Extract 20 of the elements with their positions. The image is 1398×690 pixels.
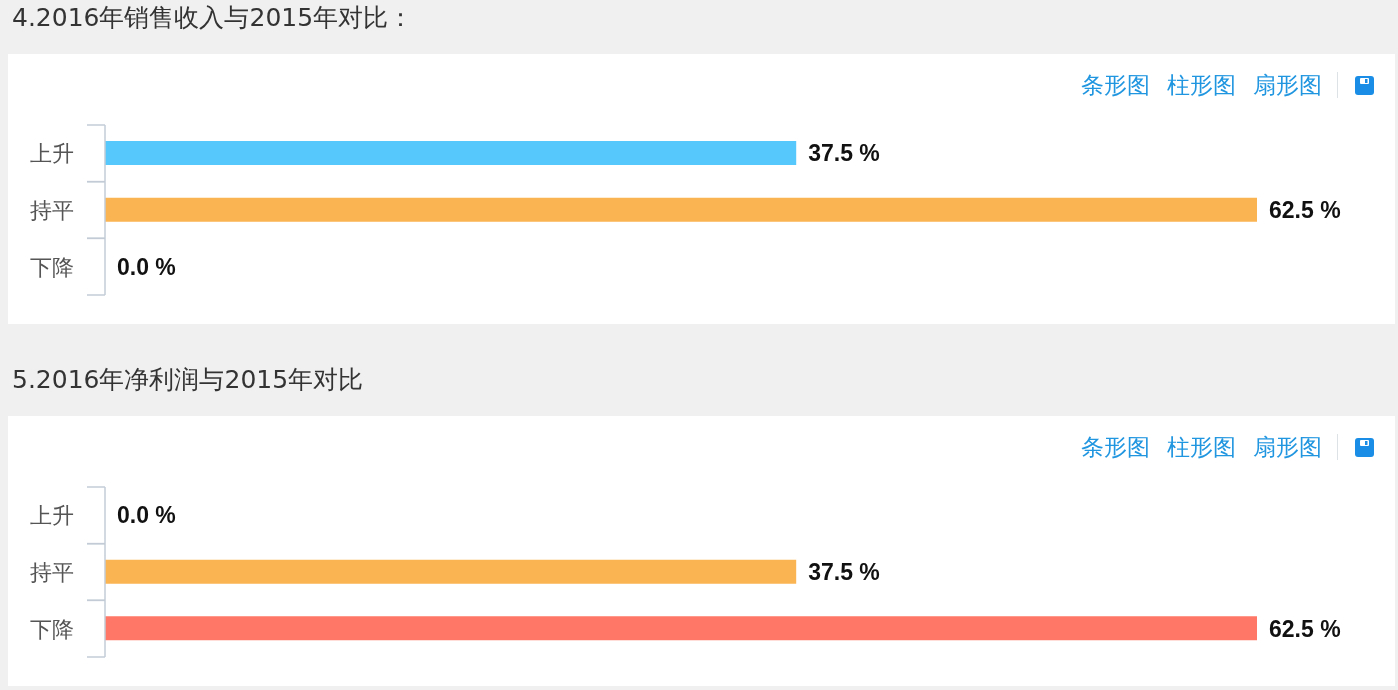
data-label: 62.5 % — [1269, 197, 1341, 223]
text: 条形图 — [1081, 71, 1150, 100]
y-tick-label: 持平 — [30, 197, 74, 223]
text: 条形图 — [1081, 433, 1150, 462]
data-label: 37.5 % — [808, 140, 880, 167]
data-label: 0.0 % — [117, 502, 176, 529]
data-label: 0.0 % — [117, 253, 176, 280]
text: 柱形图 — [1167, 71, 1236, 100]
y-tick-label: 上升 — [30, 502, 74, 528]
text: 扇形图 — [1253, 433, 1322, 462]
y-tick-label: 下降 — [30, 254, 74, 280]
text: 柱形图 — [1167, 433, 1236, 462]
y-tick-label: 下降 — [30, 616, 74, 642]
data-label: 37.5 % — [808, 559, 880, 585]
data-label: 62.5 % — [1269, 615, 1341, 642]
chart-title: 5.2016年净利润与2015年对比 — [12, 364, 364, 396]
y-tick-label: 上升 — [30, 140, 74, 166]
chart-title: 4.2016年销售收入与2015年对比： — [12, 2, 414, 34]
y-tick-label: 持平 — [30, 559, 74, 585]
text: 扇形图 — [1253, 71, 1322, 100]
